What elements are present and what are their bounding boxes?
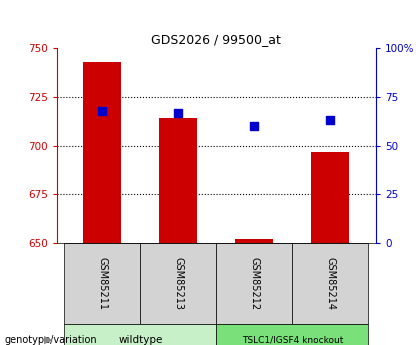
Text: genotype/variation: genotype/variation [4,335,97,345]
Text: ▶: ▶ [44,335,52,345]
Bar [292,243,368,324]
Text: GSM85212: GSM85212 [249,257,259,310]
Text: GSM85211: GSM85211 [97,257,107,310]
Bar [64,243,140,324]
Point [99,108,106,114]
Title: GDS2026 / 99500_at: GDS2026 / 99500_at [151,33,281,46]
Text: TSLC1/IGSF4 knockout: TSLC1/IGSF4 knockout [241,335,343,344]
Bar [140,243,216,324]
Text: GSM85214: GSM85214 [326,257,335,310]
Bar [159,118,197,243]
Bar [216,324,368,345]
Bar [83,62,121,243]
Bar [235,239,273,243]
Text: GSM85213: GSM85213 [173,257,183,310]
Bar [216,243,292,324]
Text: wildtype: wildtype [118,335,163,345]
Point [175,110,182,115]
Bar [64,324,216,345]
Bar [311,151,349,243]
Point [251,124,257,129]
Point [327,118,333,123]
